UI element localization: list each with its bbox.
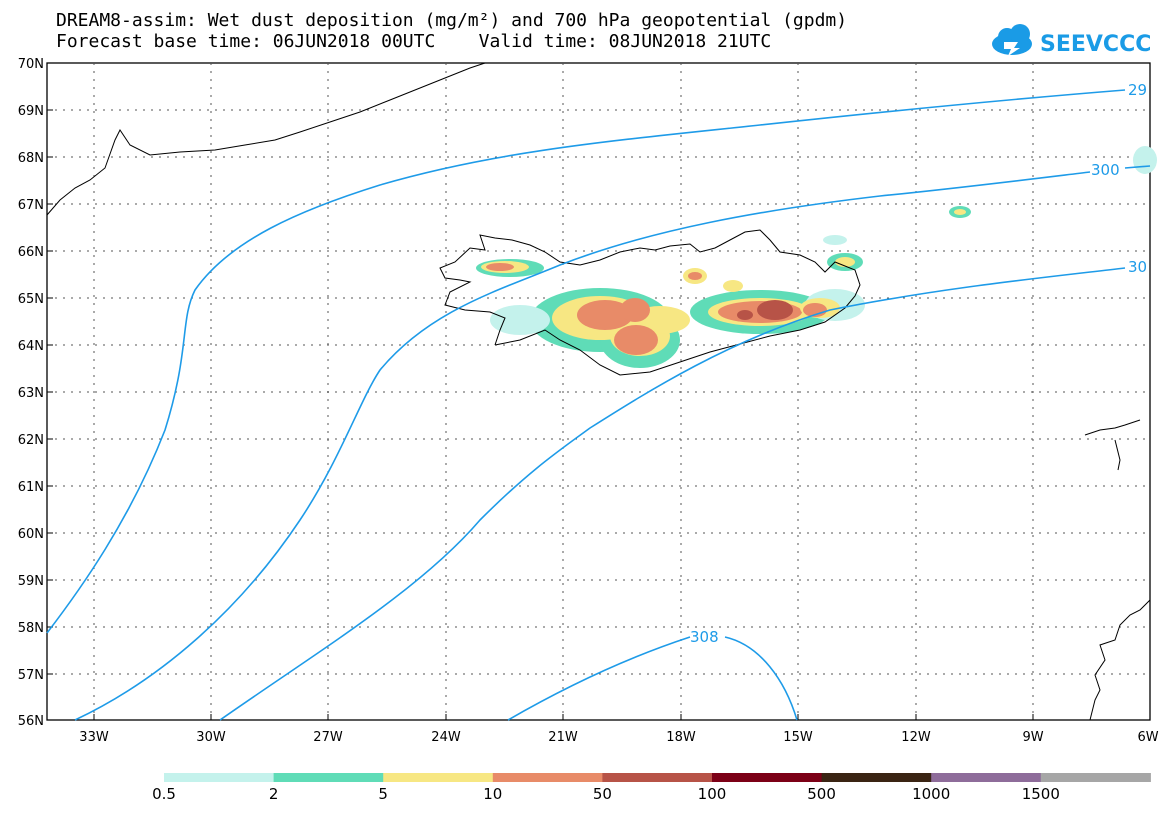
dust-deposition-field (476, 146, 1157, 368)
lon-label: 12W (901, 730, 931, 745)
contour-labels: 29 300 30 308 (690, 81, 1147, 646)
greenland-coast (46, 62, 486, 216)
lat-label: 58N (18, 621, 44, 636)
legend-label: 50 (593, 785, 612, 803)
graticule (47, 63, 1150, 720)
lat-label: 56N (18, 714, 44, 729)
legend-label: 10 (483, 785, 502, 803)
contour-label-308: 308 (690, 628, 719, 646)
lat-label: 60N (18, 527, 44, 542)
latitude-labels: 70N 69N 68N 67N 66N 65N 64N 63N 62N 61N … (18, 57, 44, 729)
map-frame (46, 62, 1151, 721)
logo-text: SEEVCCC (1040, 32, 1150, 57)
legend-label: 500 (807, 785, 836, 803)
lat-label: 67N (18, 198, 44, 213)
contour-300 (74, 165, 1151, 721)
lat-label: 59N (18, 574, 44, 589)
lon-label: 33W (79, 730, 109, 745)
lat-label: 68N (18, 151, 44, 166)
legend-color-swatch (164, 773, 275, 782)
lon-label: 18W (666, 730, 696, 745)
lon-label: 9W (1022, 730, 1043, 745)
lat-label: 61N (18, 480, 44, 495)
coastlines (46, 62, 1151, 721)
legend-label: 0.5 (152, 785, 176, 803)
forecast-times: Forecast base time: 06JUN2018 00UTC Vali… (56, 31, 772, 52)
legend-label: 2 (269, 785, 279, 803)
lat-label: 62N (18, 433, 44, 448)
contour-304 (219, 267, 1126, 721)
axis-ticks (47, 109, 1034, 720)
lat-label: 65N (18, 292, 44, 307)
legend-labels: 0.5 2 5 10 50 100 500 1000 1500 (152, 785, 1060, 803)
legend-color-swatch (821, 773, 932, 782)
lat-label: 66N (18, 245, 44, 260)
legend-colorbar (164, 773, 1151, 782)
geopotential-contours (46, 89, 1151, 721)
contour-296 (46, 89, 1126, 634)
legend-color-swatch (492, 773, 603, 782)
lon-label: 15W (783, 730, 813, 745)
lat-label: 64N (18, 339, 44, 354)
legend-label: 1500 (1022, 785, 1060, 803)
contour-label-300: 300 (1091, 161, 1120, 179)
legend-color-swatch (712, 773, 823, 782)
cloud-icon (992, 24, 1032, 56)
lat-label: 70N (18, 57, 44, 72)
contour-label-29: 29 (1128, 81, 1147, 99)
scotland-coast (1089, 599, 1151, 721)
lon-label: 27W (313, 730, 343, 745)
map-title: DREAM8-assim: Wet dust deposition (mg/m²… (56, 10, 848, 31)
lat-label: 63N (18, 386, 44, 401)
legend-label: 100 (698, 785, 727, 803)
contour-308 (507, 636, 798, 721)
lon-label: 24W (431, 730, 461, 745)
lon-label: 21W (548, 730, 578, 745)
legend-color-swatch (273, 773, 384, 782)
legend-label: 1000 (912, 785, 950, 803)
longitude-labels: 33W 30W 27W 24W 21W 18W 15W 12W 9W 6W (79, 730, 1158, 745)
legend-color-swatch (1040, 773, 1151, 782)
lat-label: 57N (18, 668, 44, 683)
lon-label: 30W (196, 730, 226, 745)
legend-color-swatch (931, 773, 1042, 782)
legend-color-swatch (602, 773, 713, 782)
contour-label-30: 30 (1128, 258, 1147, 276)
faroe-islands-coast (1084, 419, 1141, 471)
legend-label: 5 (378, 785, 388, 803)
seevccc-logo: SEEVCCC (992, 24, 1150, 57)
legend-color-swatch (383, 773, 494, 782)
lon-label: 6W (1137, 730, 1158, 745)
lat-label: 69N (18, 104, 44, 119)
iceland-coast (439, 229, 861, 376)
